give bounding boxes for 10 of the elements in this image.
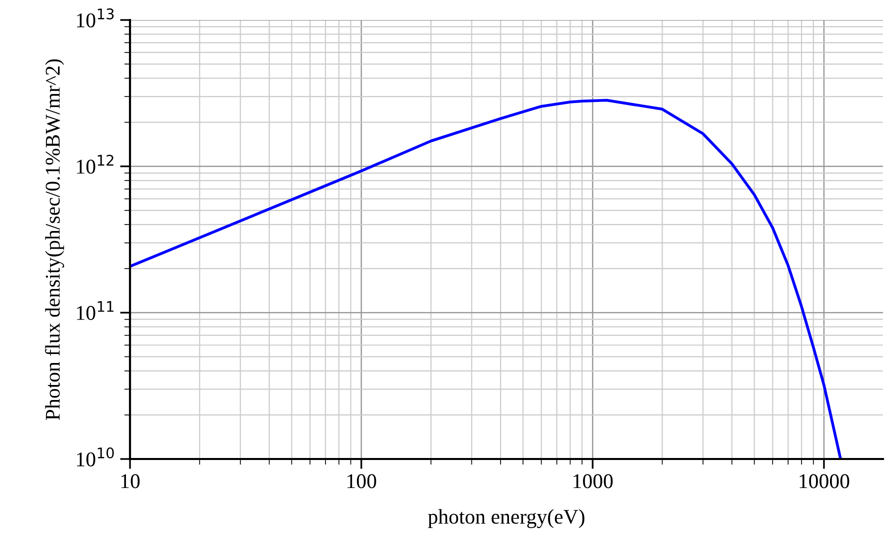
y-tick-label: 10$^{13}$ bbox=[77, 8, 114, 28]
x-tick-label: 10 bbox=[121, 474, 140, 488]
y-axis-title: Photon flux density(ph/sec/0.1%BW/mr^2) bbox=[44, 59, 64, 420]
y-tick-label: 10$^{10}$ bbox=[77, 447, 114, 466]
x-tick-label: 10000 bbox=[800, 474, 850, 488]
y-tick-label: 10$^{11}$ bbox=[77, 301, 114, 320]
x-tick-label: 100 bbox=[348, 474, 376, 488]
x-tick-label: 1000 bbox=[574, 474, 613, 488]
x-axis-title: photon energy(eV) bbox=[428, 509, 584, 528]
y-tick-label: 10$^{12}$ bbox=[77, 154, 114, 174]
